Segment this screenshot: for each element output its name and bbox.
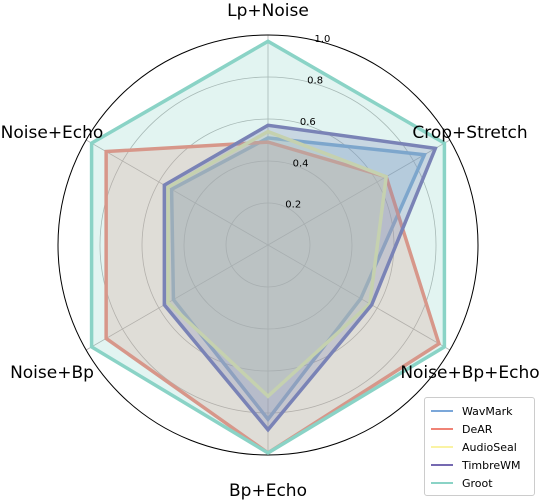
radial-tick-label: 0.2 (285, 200, 301, 211)
legend-swatch (431, 464, 453, 466)
legend-swatch (431, 446, 453, 448)
legend-swatch (431, 428, 453, 430)
series-fill-timbrewm (164, 125, 436, 430)
axis-label-noise-echo: Noise+Echo (1, 123, 104, 143)
radial-tick-label: 0.8 (307, 76, 323, 87)
legend-label: DeAR (462, 422, 493, 436)
legend-label: AudioSeal (462, 440, 517, 454)
series-line-audioseal (166, 129, 389, 399)
spoke-3 (85, 139, 269, 246)
legend-item-wavmark: WavMark (431, 402, 528, 420)
legend-item-timbrewm: TimbreWM (431, 456, 528, 474)
series-line-timbrewm (162, 123, 438, 433)
radial-tick-label: 0.4 (293, 158, 309, 169)
legend-label: TimbreWM (462, 458, 521, 472)
legend-item-audioseal: AudioSeal (431, 438, 528, 456)
series-fill-groot (91, 41, 445, 453)
radial-tick-label: 1.0 (314, 34, 330, 45)
series-line-wavmark (169, 136, 427, 423)
radial-tick-label: 0.6 (300, 117, 316, 128)
series-fill-audioseal (167, 131, 387, 397)
legend-label: Groot (462, 476, 493, 490)
legend-swatch (431, 482, 453, 484)
axis-label-lp-noise: Lp+Noise (227, 1, 309, 21)
series-fill-dear (106, 142, 439, 453)
axis-label-noise-bp-echo: Noise+Bp+Echo (400, 363, 539, 383)
axis-label-noise-bp: Noise+Bp (10, 363, 94, 383)
axis-label-bp-echo: Bp+Echo (229, 481, 307, 501)
series-line-groot (89, 39, 447, 455)
spoke-4 (85, 244, 269, 351)
legend-label: WavMark (462, 404, 513, 418)
spoke-1 (267, 139, 451, 246)
legend: WavMark DeAR AudioSeal TimbreWM Groot (424, 397, 535, 496)
legend-item-dear: DeAR (431, 420, 528, 438)
outer-circle (57, 34, 479, 456)
series-fill-wavmark (171, 137, 425, 420)
spoke-6 (267, 244, 451, 351)
series-layer (89, 39, 447, 456)
legend-item-groot: Groot (431, 474, 528, 492)
legend-swatch (431, 410, 453, 412)
series-line-dear (104, 140, 442, 456)
axis-label-crop-stretch: Crop+Stretch (412, 123, 527, 143)
